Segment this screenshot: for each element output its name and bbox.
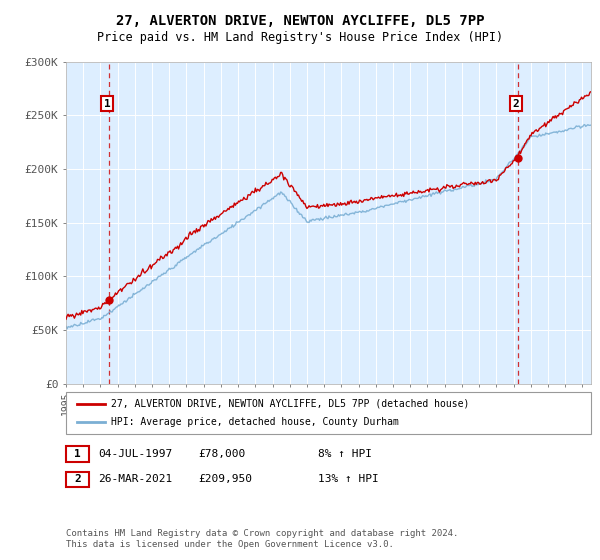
Text: 8% ↑ HPI: 8% ↑ HPI xyxy=(318,449,372,459)
Text: 27, ALVERTON DRIVE, NEWTON AYCLIFFE, DL5 7PP (detached house): 27, ALVERTON DRIVE, NEWTON AYCLIFFE, DL5… xyxy=(111,399,469,409)
Text: 13% ↑ HPI: 13% ↑ HPI xyxy=(318,474,379,484)
Text: 2: 2 xyxy=(74,474,81,484)
Text: Price paid vs. HM Land Registry's House Price Index (HPI): Price paid vs. HM Land Registry's House … xyxy=(97,31,503,44)
Text: 27, ALVERTON DRIVE, NEWTON AYCLIFFE, DL5 7PP: 27, ALVERTON DRIVE, NEWTON AYCLIFFE, DL5… xyxy=(116,14,484,28)
Text: 2: 2 xyxy=(512,99,520,109)
Text: Contains HM Land Registry data © Crown copyright and database right 2024.
This d: Contains HM Land Registry data © Crown c… xyxy=(66,529,458,549)
Text: £78,000: £78,000 xyxy=(198,449,245,459)
Text: 04-JUL-1997: 04-JUL-1997 xyxy=(98,449,172,459)
Text: 1: 1 xyxy=(74,449,81,459)
Text: HPI: Average price, detached house, County Durham: HPI: Average price, detached house, Coun… xyxy=(111,417,399,427)
Text: 1: 1 xyxy=(104,99,110,109)
Text: 26-MAR-2021: 26-MAR-2021 xyxy=(98,474,172,484)
Text: £209,950: £209,950 xyxy=(198,474,252,484)
